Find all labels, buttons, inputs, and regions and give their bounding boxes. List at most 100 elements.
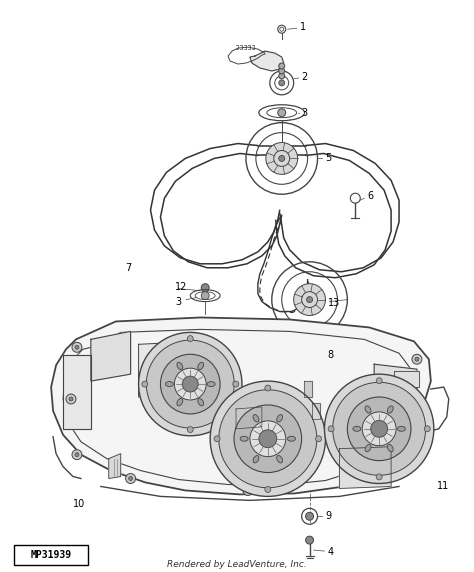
Circle shape <box>279 63 285 69</box>
Circle shape <box>278 109 286 117</box>
Circle shape <box>174 368 206 400</box>
Ellipse shape <box>253 415 259 422</box>
Circle shape <box>266 142 298 174</box>
Ellipse shape <box>365 406 371 413</box>
Circle shape <box>412 414 422 424</box>
Ellipse shape <box>387 406 393 413</box>
Circle shape <box>210 381 326 496</box>
Circle shape <box>279 80 285 86</box>
Circle shape <box>259 430 277 448</box>
Circle shape <box>69 397 73 401</box>
Circle shape <box>214 436 220 442</box>
Ellipse shape <box>198 362 204 370</box>
Ellipse shape <box>177 399 183 406</box>
Polygon shape <box>109 454 121 479</box>
Circle shape <box>424 426 430 432</box>
Circle shape <box>415 358 419 362</box>
Circle shape <box>201 284 209 292</box>
Circle shape <box>187 336 193 341</box>
Circle shape <box>234 405 301 472</box>
Polygon shape <box>250 51 284 71</box>
Text: 9: 9 <box>326 511 332 521</box>
Circle shape <box>279 156 285 161</box>
Circle shape <box>354 471 364 482</box>
Polygon shape <box>394 371 419 387</box>
Polygon shape <box>374 364 417 414</box>
Circle shape <box>333 382 426 475</box>
Text: 4: 4 <box>328 547 334 557</box>
Circle shape <box>187 427 193 432</box>
Circle shape <box>371 420 388 437</box>
Ellipse shape <box>288 436 295 441</box>
Polygon shape <box>91 331 131 381</box>
Text: VENTURE: VENTURE <box>207 329 323 349</box>
Ellipse shape <box>277 415 283 422</box>
Text: 8: 8 <box>328 350 334 360</box>
Polygon shape <box>394 427 419 443</box>
Circle shape <box>72 342 82 352</box>
Polygon shape <box>394 399 419 415</box>
Text: Rendered by LeadVenture, Inc.: Rendered by LeadVenture, Inc. <box>167 561 307 570</box>
Circle shape <box>233 381 239 387</box>
Text: 2: 2 <box>301 72 308 82</box>
Circle shape <box>325 374 434 483</box>
Polygon shape <box>304 381 311 397</box>
Circle shape <box>362 412 396 446</box>
Ellipse shape <box>207 382 215 387</box>
Ellipse shape <box>198 399 204 406</box>
Circle shape <box>201 292 209 300</box>
Text: 7: 7 <box>126 263 132 273</box>
Circle shape <box>376 474 382 480</box>
Circle shape <box>128 476 133 480</box>
Circle shape <box>146 340 234 428</box>
Ellipse shape <box>353 426 361 431</box>
Circle shape <box>219 390 317 488</box>
Circle shape <box>75 452 79 456</box>
Text: MP31939: MP31939 <box>30 550 72 560</box>
Circle shape <box>376 378 382 384</box>
Circle shape <box>265 487 271 492</box>
Text: 13: 13 <box>328 297 340 308</box>
Ellipse shape <box>177 362 183 370</box>
Polygon shape <box>339 447 391 488</box>
Polygon shape <box>51 317 431 494</box>
Polygon shape <box>236 407 262 429</box>
Circle shape <box>66 394 76 404</box>
Ellipse shape <box>165 382 173 387</box>
Text: 3: 3 <box>175 296 182 307</box>
Circle shape <box>265 385 271 391</box>
Circle shape <box>75 345 79 349</box>
Circle shape <box>72 450 82 460</box>
Circle shape <box>347 397 411 460</box>
Text: 3: 3 <box>301 108 308 118</box>
Circle shape <box>307 297 312 303</box>
Text: 5: 5 <box>326 153 332 164</box>
Circle shape <box>307 351 312 358</box>
Ellipse shape <box>387 444 393 452</box>
Circle shape <box>279 73 285 79</box>
Polygon shape <box>138 341 198 397</box>
Circle shape <box>138 332 242 436</box>
FancyBboxPatch shape <box>14 545 88 565</box>
Circle shape <box>306 536 313 544</box>
Circle shape <box>142 381 148 387</box>
Text: 11: 11 <box>437 482 449 491</box>
Circle shape <box>415 417 419 421</box>
Text: 1: 1 <box>300 22 306 32</box>
Circle shape <box>306 513 313 521</box>
Circle shape <box>279 68 285 74</box>
Text: 6: 6 <box>367 191 374 201</box>
Polygon shape <box>311 403 319 419</box>
Circle shape <box>126 474 136 483</box>
Circle shape <box>250 421 286 456</box>
Ellipse shape <box>277 455 283 463</box>
Text: 12: 12 <box>175 281 188 292</box>
Ellipse shape <box>253 455 259 463</box>
Circle shape <box>412 354 422 364</box>
Ellipse shape <box>398 426 405 431</box>
Circle shape <box>357 475 361 479</box>
Circle shape <box>246 488 250 492</box>
Circle shape <box>316 436 321 442</box>
Circle shape <box>182 376 198 392</box>
Circle shape <box>243 486 253 495</box>
